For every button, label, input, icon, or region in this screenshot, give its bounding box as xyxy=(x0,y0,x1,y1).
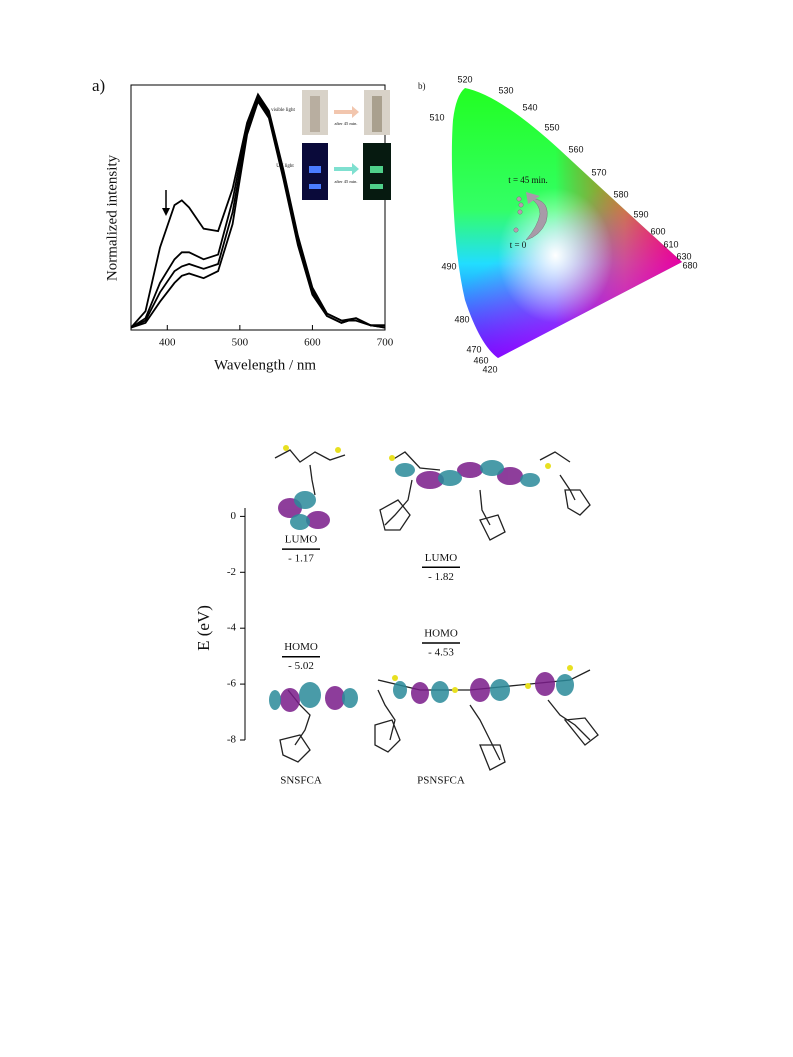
wavelength-label: 560 xyxy=(568,144,583,154)
y-tick-label: 0 xyxy=(231,510,237,522)
molecular-orbitals xyxy=(269,445,599,771)
x-tick-label: 700 xyxy=(377,337,394,349)
annotation: t = 45 min. xyxy=(508,175,548,185)
annotation: t = 0 xyxy=(510,240,527,250)
wavelength-label: 520 xyxy=(457,74,472,84)
spectrum-line xyxy=(130,92,385,329)
level-value: - 5.02 xyxy=(288,660,314,672)
level-name: LUMO xyxy=(285,534,317,546)
curved-arrow xyxy=(526,192,540,204)
wavelength-label: 570 xyxy=(591,167,606,177)
y-axis-label: E (eV) xyxy=(194,605,213,651)
x-tick-label: 600 xyxy=(304,337,321,349)
category-label: PSNSFCA xyxy=(417,775,465,787)
wavelength-label: 600 xyxy=(650,226,665,236)
wavelength-label: 580 xyxy=(613,189,628,199)
inset-label: UV light xyxy=(276,164,294,169)
wavelength-label: 610 xyxy=(663,239,678,249)
wavelength-label: 490 xyxy=(441,261,456,271)
level-value: - 4.53 xyxy=(428,647,454,659)
category-label: SNSFCA xyxy=(280,775,322,787)
cie-diagram: b) 5205305405505605705805906006106306805… xyxy=(418,74,698,374)
level-name: HOMO xyxy=(424,628,458,640)
cie-point xyxy=(516,196,522,202)
x-axis-label: Wavelength / nm xyxy=(214,357,316,373)
spectrum-line xyxy=(130,97,386,329)
wavelength-label: 630 xyxy=(676,251,691,261)
inset-arrow xyxy=(334,106,359,118)
cuvette-image xyxy=(372,96,382,132)
cuvette-image xyxy=(370,184,383,189)
x-tick-label: 400 xyxy=(159,337,176,349)
inset-label: after 45 min. xyxy=(334,121,357,126)
panel-label: a) xyxy=(92,76,105,95)
wavelength-label: 420 xyxy=(482,364,497,374)
wavelength-label: 480 xyxy=(454,314,469,324)
x-tick-label: 500 xyxy=(232,337,249,349)
arrow-head xyxy=(162,208,170,216)
cuvette-image xyxy=(309,166,321,173)
wavelength-label: 510 xyxy=(429,112,444,122)
wavelength-label: 470 xyxy=(466,344,481,354)
y-tick-label: -4 xyxy=(227,622,237,634)
wavelength-label: 680 xyxy=(682,260,697,270)
inset-label: after 45 min. xyxy=(334,179,357,184)
cuvette-image xyxy=(309,184,321,189)
spectrum-line xyxy=(130,99,386,329)
inset-label: visible light xyxy=(271,108,295,113)
cuvette-image xyxy=(310,96,320,132)
level-value: - 1.17 xyxy=(288,553,314,565)
wavelength-label: 460 xyxy=(473,355,488,365)
level-name: LUMO xyxy=(425,552,457,564)
cie-point xyxy=(518,202,524,208)
curved-arrow xyxy=(525,197,548,241)
wavelength-label: 550 xyxy=(544,122,559,132)
y-tick-label: -8 xyxy=(227,734,237,746)
level-name: HOMO xyxy=(284,641,318,653)
inset-arrow xyxy=(334,163,359,175)
wavelength-label: 530 xyxy=(498,85,513,95)
cie-point xyxy=(513,227,519,233)
cuvette-image xyxy=(370,166,383,173)
panel-label: b) xyxy=(418,81,426,91)
cie-point xyxy=(517,209,523,215)
chromaticity-area xyxy=(451,88,682,358)
y-tick-label: -6 xyxy=(227,678,237,690)
plot-frame xyxy=(130,84,386,331)
wavelength-label: 590 xyxy=(633,209,648,219)
y-axis-label: Normalized intensity xyxy=(104,154,120,281)
spectrum-line xyxy=(130,94,385,329)
level-value: - 1.82 xyxy=(428,571,454,583)
y-tick-label: -2 xyxy=(227,566,236,578)
wavelength-label: 540 xyxy=(522,102,537,112)
